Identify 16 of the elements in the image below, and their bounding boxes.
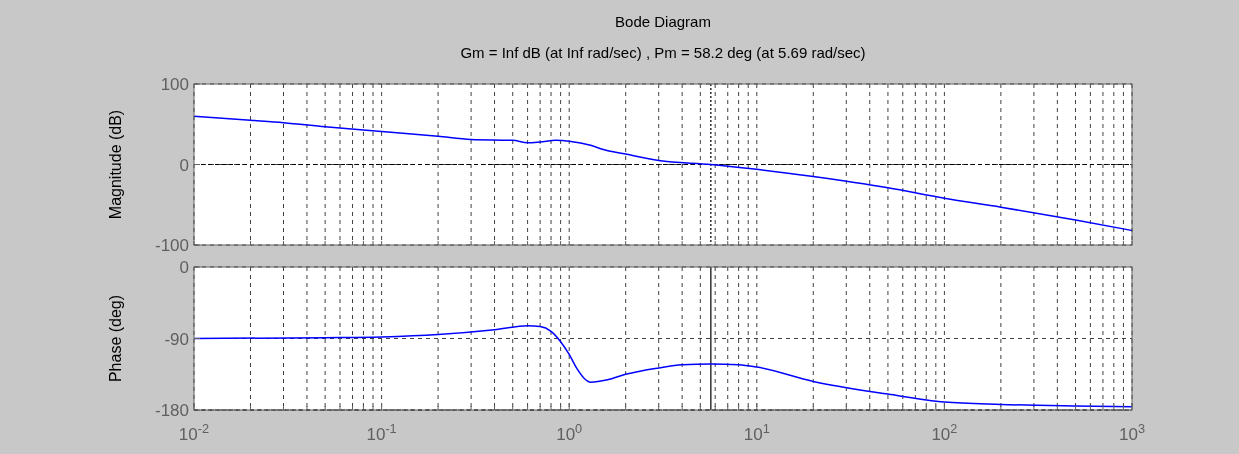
y-tick-label: -180 bbox=[154, 401, 189, 420]
y-tick-label: 100 bbox=[160, 75, 189, 94]
x-tick-label: 10$^{2}$ bbox=[931, 420, 958, 444]
y-tick-label: -100 bbox=[154, 236, 189, 255]
y-tick-label: 0 bbox=[179, 155, 189, 175]
chart-title: Bode Diagram bbox=[615, 13, 711, 30]
x-tick-label: 10$^{1}$ bbox=[743, 420, 770, 444]
y-tick-label: -90 bbox=[164, 329, 189, 349]
y-axis-title: Magnitude (dB) bbox=[107, 109, 124, 220]
x-tick-label: 10$^{0}$ bbox=[556, 420, 583, 444]
x-tick-label: 10$^{-2}$ bbox=[178, 420, 210, 444]
y-tick-label: 0 bbox=[179, 258, 189, 277]
x-tick-label: 10$^{3}$ bbox=[1118, 420, 1146, 444]
chart-subtitle: Gm = Inf dB (at Inf rad/sec) , Pm = 58.2 deg (at 5.69 rad/sec) bbox=[460, 44, 866, 61]
x-tick-label: 10$^{-1}$ bbox=[366, 420, 397, 444]
y-axis-title: Phase (deg) bbox=[107, 294, 124, 383]
